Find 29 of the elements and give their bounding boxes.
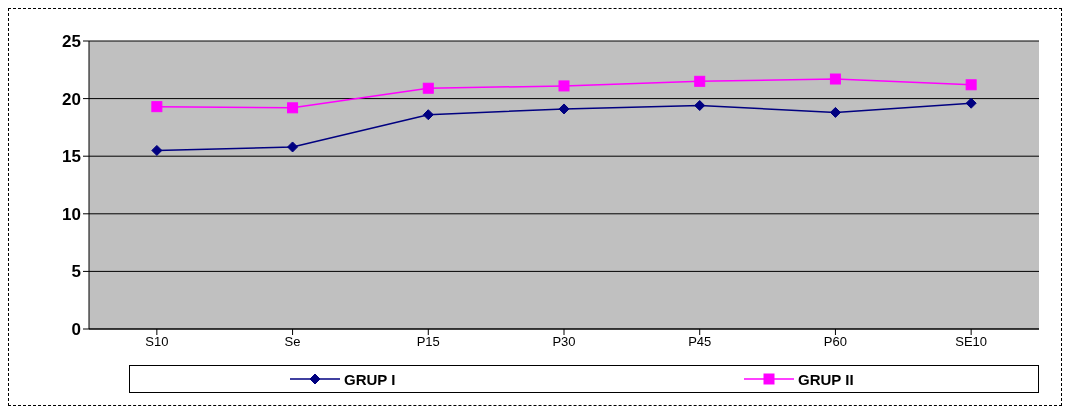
point	[965, 79, 977, 91]
y-tick-label: 15	[62, 147, 81, 167]
point	[694, 100, 706, 112]
x-tick-label: SE10	[955, 334, 988, 350]
y-tick-label: 25	[62, 32, 81, 52]
point	[287, 102, 299, 114]
point	[965, 97, 977, 109]
point	[558, 103, 570, 115]
x-tick-label: P15	[416, 334, 440, 350]
point	[829, 73, 841, 85]
point	[422, 109, 434, 121]
legend-label: GRUP II	[798, 370, 854, 388]
y-tick-label: 0	[71, 320, 81, 340]
point	[829, 106, 841, 118]
point	[151, 101, 163, 113]
point	[287, 141, 299, 153]
y-tick-label: 20	[62, 89, 81, 109]
x-tick-label: P45	[688, 334, 712, 350]
point	[422, 82, 434, 94]
point	[694, 75, 706, 87]
y-tick-label: 10	[62, 204, 81, 224]
x-tick-label: S10	[145, 334, 169, 350]
x-tick-label: P60	[823, 334, 847, 350]
point	[558, 80, 570, 92]
x-tick-label: P30	[552, 334, 576, 350]
legend-label: GRUP I	[344, 370, 396, 388]
point	[151, 144, 163, 156]
y-tick-label: 5	[71, 262, 81, 282]
x-tick-label: Se	[284, 334, 301, 350]
